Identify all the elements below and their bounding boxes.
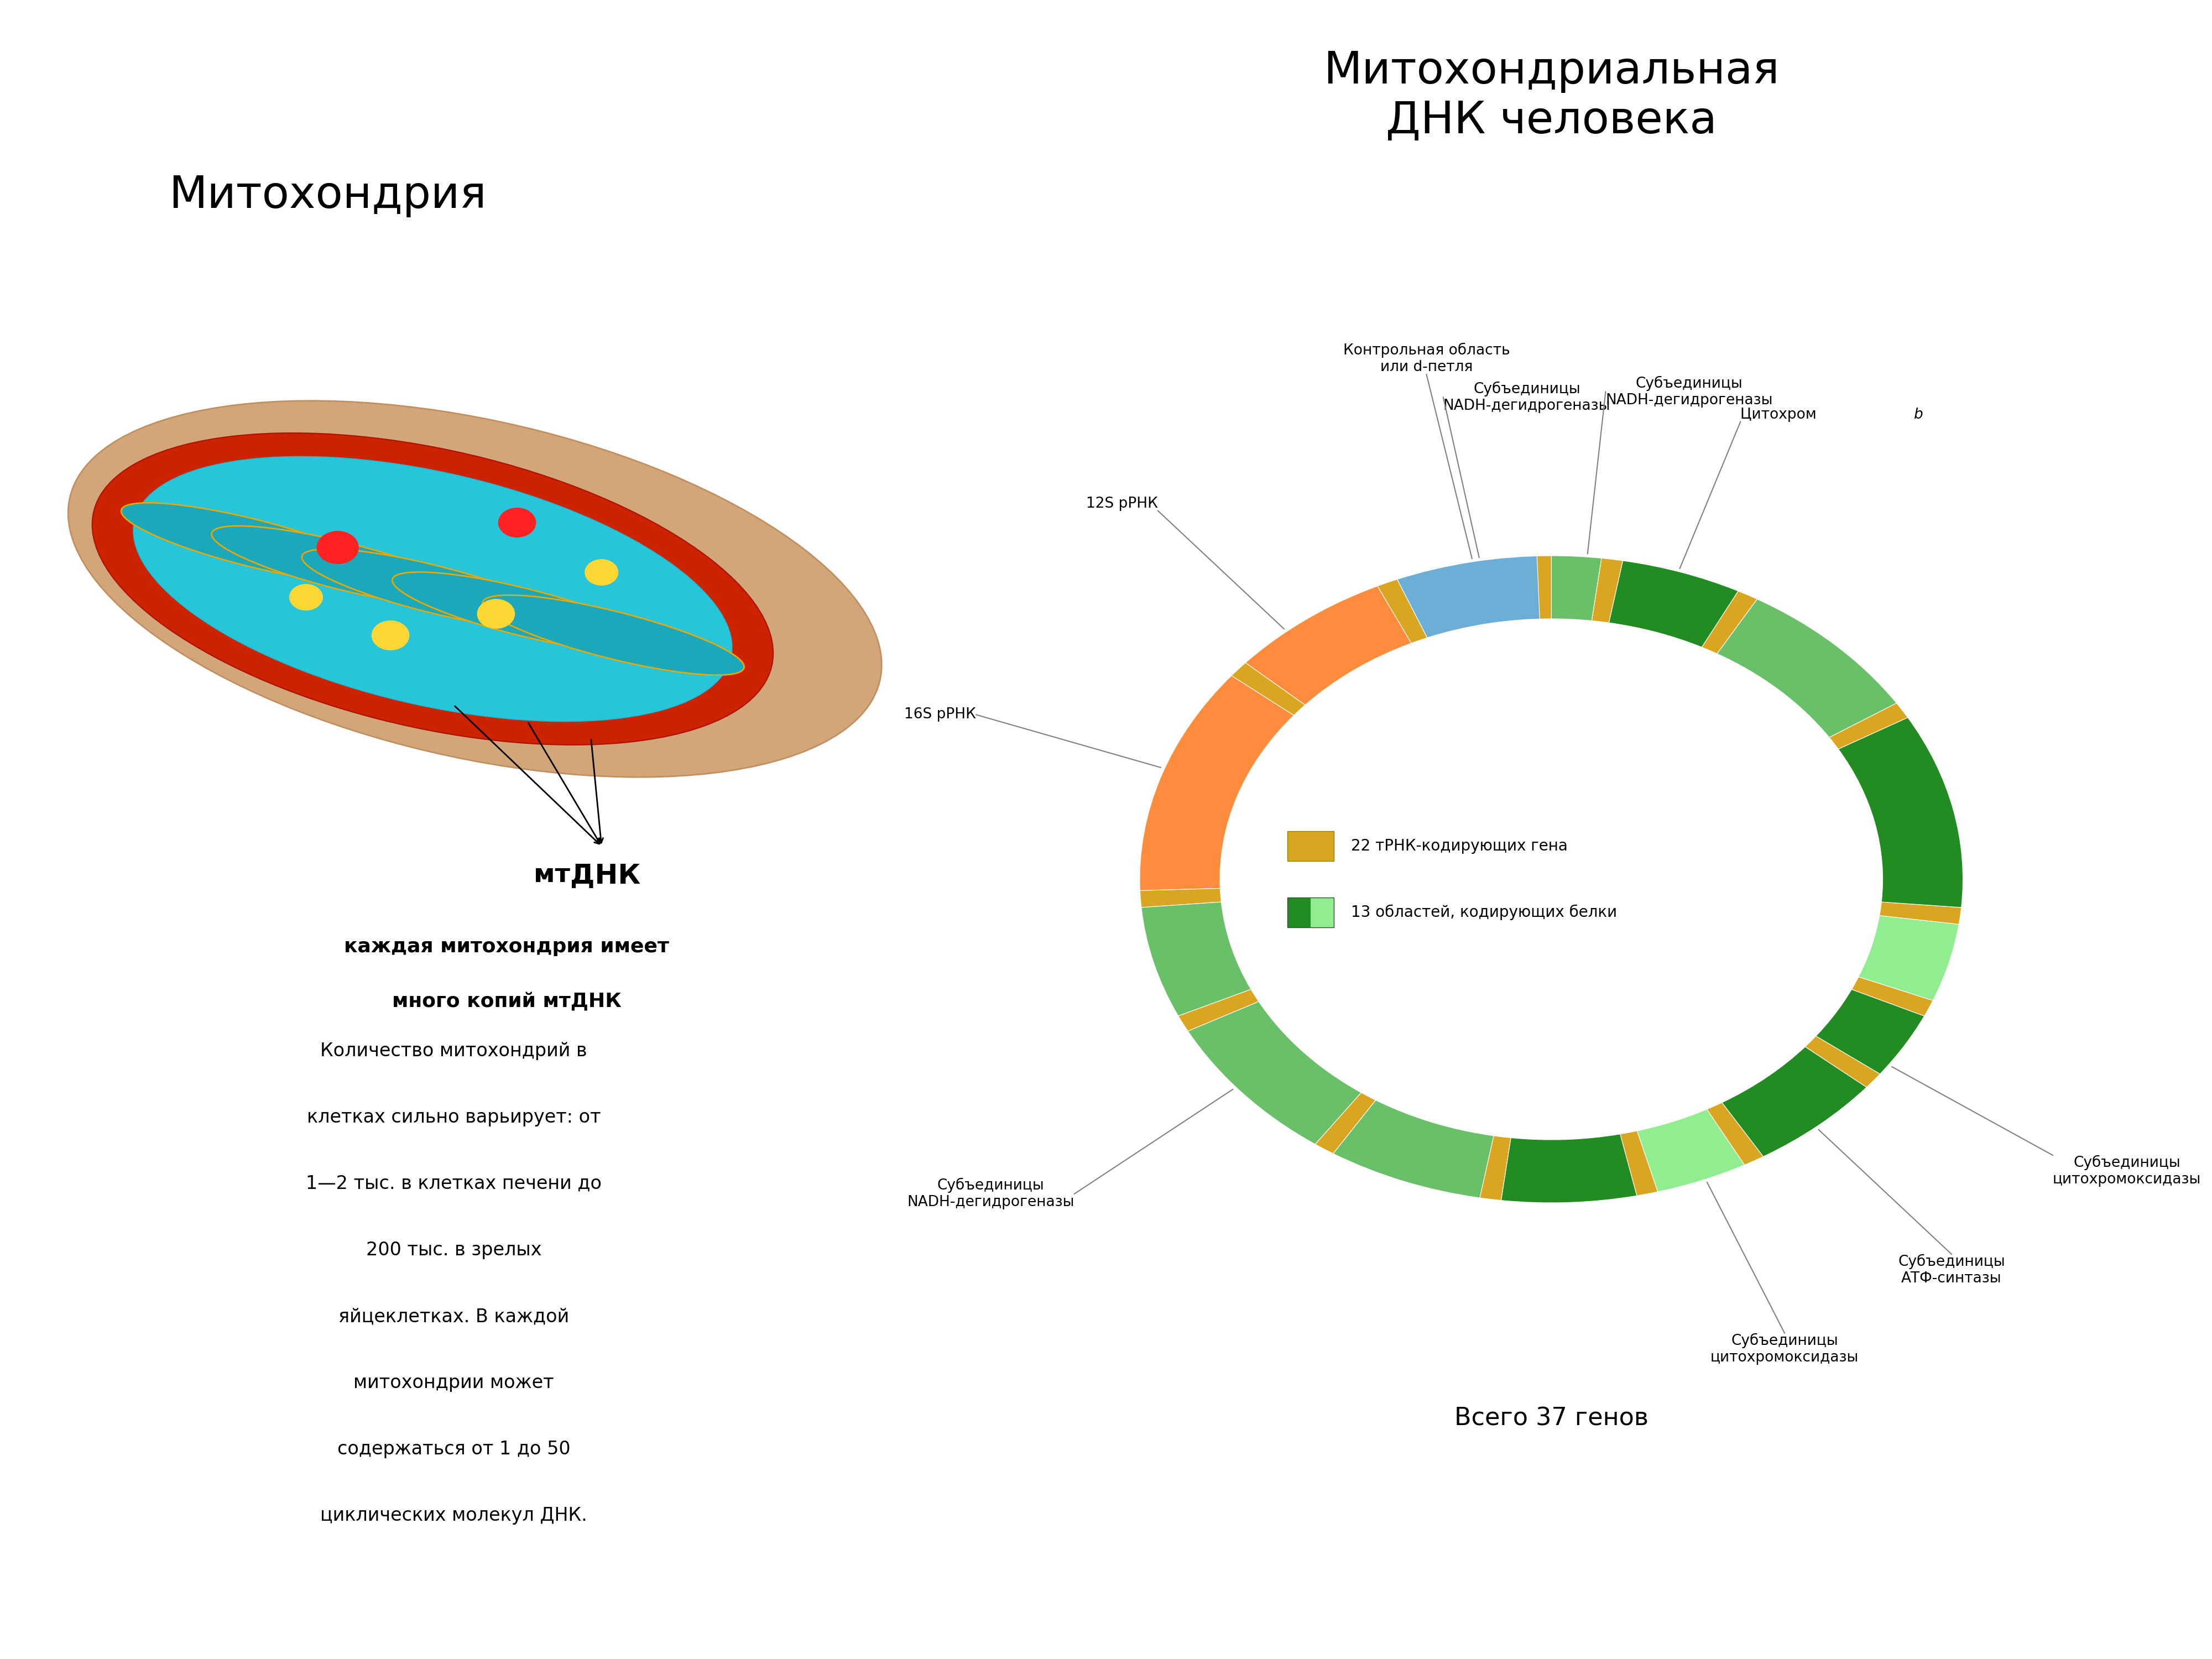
Ellipse shape	[301, 549, 564, 629]
Wedge shape	[1880, 902, 1962, 924]
Text: мт: мт	[533, 863, 571, 888]
Wedge shape	[1619, 1131, 1657, 1196]
Text: Субъединицы
цитохромоксидазы: Субъединицы цитохромоксидазы	[1710, 1334, 1858, 1365]
Text: Контрольная область
или d-петля: Контрольная область или d-петля	[1343, 343, 1511, 375]
Bar	[1287, 898, 1334, 927]
Wedge shape	[1139, 675, 1294, 891]
Wedge shape	[1858, 916, 1960, 1000]
Circle shape	[478, 599, 515, 629]
Text: много копий мтДНК: много копий мтДНК	[392, 992, 622, 1010]
Ellipse shape	[122, 503, 383, 582]
Text: 13 областей, кодирующих белки: 13 областей, кодирующих белки	[1352, 904, 1617, 921]
Text: 22 тРНК-кодирующих гена: 22 тРНК-кодирующих гена	[1352, 838, 1568, 854]
Wedge shape	[1139, 888, 1221, 907]
Text: митохондрии может: митохондрии может	[354, 1374, 553, 1392]
Text: Количество митохондрий в: Количество митохондрий в	[321, 1042, 586, 1060]
Text: b: b	[1913, 408, 1922, 421]
Ellipse shape	[392, 572, 655, 652]
Circle shape	[498, 508, 535, 538]
Wedge shape	[1851, 977, 1933, 1015]
Wedge shape	[1537, 556, 1551, 619]
Text: Митохондриальная
ДНК человека: Митохондриальная ДНК человека	[1323, 50, 1778, 143]
Text: Субъединицы
АТФ-синтазы: Субъединицы АТФ-синтазы	[1898, 1254, 2004, 1286]
Text: каждая митохондрия имеет: каждая митохондрия имеет	[345, 937, 668, 956]
Text: ДНК: ДНК	[571, 863, 639, 889]
Text: циклических молекул ДНК.: циклических молекул ДНК.	[321, 1506, 588, 1525]
Bar	[1287, 898, 1312, 927]
Text: 200 тыс. в зрелых: 200 тыс. в зрелых	[365, 1241, 542, 1259]
Text: Субъединицы
NADH-дегидрогеназы: Субъединицы NADH-дегидрогеназы	[907, 1178, 1075, 1209]
Text: Субъединицы
цитохромоксидазы: Субъединицы цитохромоксидазы	[2053, 1155, 2201, 1186]
Wedge shape	[1502, 1135, 1637, 1203]
Wedge shape	[1708, 1103, 1763, 1165]
Wedge shape	[1398, 556, 1551, 637]
Ellipse shape	[212, 526, 473, 606]
Ellipse shape	[482, 596, 743, 675]
Text: 16S рРНК: 16S рРНК	[905, 707, 975, 722]
Ellipse shape	[133, 456, 732, 722]
Wedge shape	[1480, 1136, 1511, 1201]
Text: содержаться от 1 до 50: содержаться от 1 до 50	[336, 1440, 571, 1458]
Wedge shape	[1551, 556, 1601, 620]
Wedge shape	[1378, 579, 1427, 644]
Circle shape	[290, 584, 323, 611]
Wedge shape	[1838, 717, 1962, 907]
Bar	[1287, 831, 1334, 861]
Wedge shape	[1179, 989, 1259, 1032]
Bar	[1312, 898, 1334, 927]
Wedge shape	[1188, 1002, 1360, 1145]
Wedge shape	[1717, 599, 1896, 737]
Wedge shape	[1608, 561, 1739, 647]
Wedge shape	[1316, 1093, 1376, 1153]
Text: Субъединицы
NADH-дегидрогеназы: Субъединицы NADH-дегидрогеназы	[1606, 377, 1772, 408]
Wedge shape	[1139, 556, 1962, 1203]
Wedge shape	[1805, 1035, 1880, 1087]
Wedge shape	[1334, 1100, 1493, 1198]
Wedge shape	[1141, 902, 1252, 1015]
Wedge shape	[1593, 557, 1624, 622]
Circle shape	[584, 559, 619, 586]
Circle shape	[316, 531, 358, 564]
Text: 1—2 тыс. в клетках печени до: 1—2 тыс. в клетках печени до	[305, 1175, 602, 1193]
Text: Субъединицы
NADH-дегидрогеназы: Субъединицы NADH-дегидрогеназы	[1442, 382, 1610, 413]
Ellipse shape	[69, 401, 883, 776]
Text: Митохондрия: Митохондрия	[168, 174, 487, 217]
Wedge shape	[1701, 591, 1756, 654]
Ellipse shape	[93, 433, 774, 745]
Wedge shape	[1829, 703, 1907, 750]
Wedge shape	[1637, 1110, 1745, 1191]
Wedge shape	[1232, 664, 1305, 715]
Text: яйцеклетках. В каждой: яйцеклетках. В каждой	[338, 1307, 568, 1326]
Text: клетках сильно варьирует: от: клетках сильно варьирует: от	[307, 1108, 602, 1126]
Wedge shape	[1816, 989, 1924, 1073]
Circle shape	[372, 620, 409, 650]
Wedge shape	[1721, 1047, 1867, 1156]
Wedge shape	[1245, 586, 1411, 705]
Text: 12S рРНК: 12S рРНК	[1086, 496, 1157, 511]
Text: Всего 37 генов: Всего 37 генов	[1453, 1407, 1648, 1430]
Text: Цитохром: Цитохром	[1741, 408, 1820, 421]
